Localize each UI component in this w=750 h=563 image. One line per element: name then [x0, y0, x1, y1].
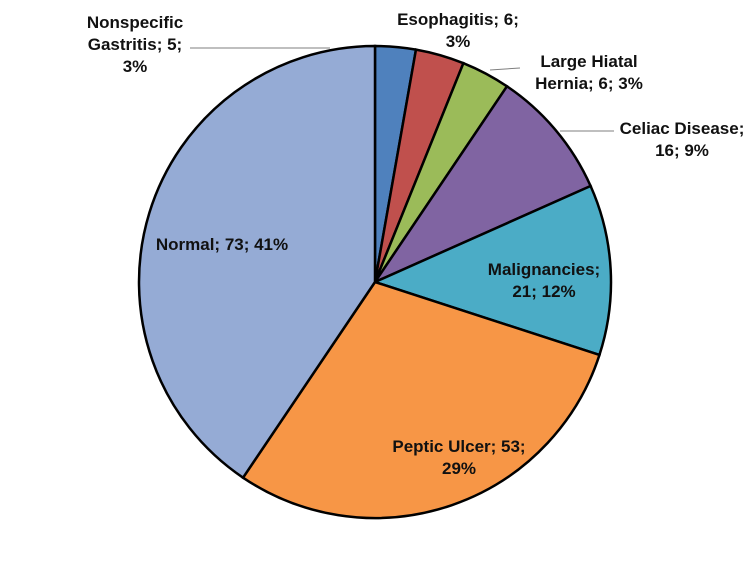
- data-label-line: Esophagitis; 6;: [397, 10, 519, 29]
- data-label-line: Hernia; 6; 3%: [535, 74, 643, 93]
- data-label-line: 21; 12%: [512, 282, 575, 301]
- leader-line-large-hiatal-hernia: [489, 67, 521, 71]
- data-label-large-hiatal-hernia: Large Hiatal Hernia; 6; 3%: [535, 52, 643, 93]
- pie-slice-celiac-disease: [371, 84, 593, 285]
- data-label-line: 29%: [442, 459, 476, 478]
- data-label-nonspecific-gastritis: Nonspecific Gastritis; 5; 3%: [87, 13, 183, 76]
- pie-slices: [137, 44, 613, 520]
- data-label-line: Nonspecific: [87, 13, 183, 32]
- data-label-line: Celiac Disease;: [620, 119, 745, 138]
- data-label-line: Malignancies;: [488, 260, 600, 279]
- pie-slice-malignancies: [371, 184, 613, 357]
- data-label-line: Gastritis; 5;: [88, 35, 182, 54]
- data-label-line: 3%: [123, 57, 148, 76]
- data-label-normal: Normal; 73; 41%: [156, 235, 288, 254]
- data-label-line: Normal; 73; 41%: [156, 235, 288, 254]
- data-label-malignancies: Malignancies; 21; 12%: [488, 260, 600, 301]
- pie-labels: Nonspecific Gastritis; 5; 3%Esophagitis; 6…: [87, 10, 745, 478]
- data-label-esophagitis: Esophagitis; 6; 3%: [397, 10, 519, 51]
- pie-slice-normal: [137, 44, 377, 480]
- pie-slice-peptic-ulcer: [241, 280, 602, 520]
- data-label-line: 16; 9%: [655, 141, 709, 160]
- data-label-peptic-ulcer: Peptic Ulcer; 53; 29%: [392, 437, 525, 478]
- data-label-line: Peptic Ulcer; 53;: [392, 437, 525, 456]
- data-label-celiac-disease: Celiac Disease; 16; 9%: [620, 119, 745, 160]
- data-label-line: Large Hiatal: [540, 52, 637, 71]
- data-label-line: 3%: [446, 32, 471, 51]
- pie-leader-lines: [190, 47, 614, 132]
